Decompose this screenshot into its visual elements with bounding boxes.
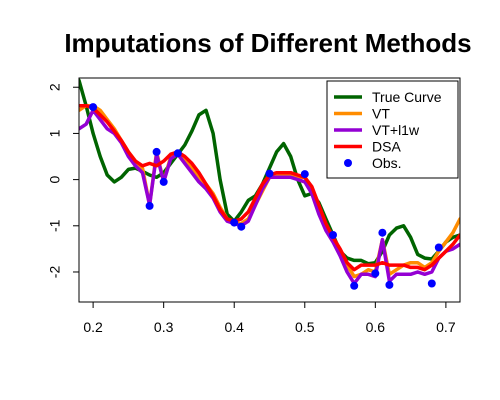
observation-points bbox=[89, 103, 443, 290]
legend-swatch-obs bbox=[344, 159, 352, 167]
legend-label-vt-l1w: VT+l1w bbox=[372, 122, 420, 138]
observation-point bbox=[371, 269, 380, 278]
x-tick-label: 0.6 bbox=[366, 319, 386, 335]
legend-label-dsa: DSA bbox=[372, 139, 401, 155]
observation-point bbox=[265, 169, 274, 178]
y-tick-label: 0 bbox=[47, 176, 63, 184]
legend-label-true-curve: True Curve bbox=[372, 89, 442, 105]
y-tick-label: -1 bbox=[47, 219, 63, 232]
observation-point bbox=[427, 279, 436, 288]
x-tick-label: 0.4 bbox=[224, 319, 244, 335]
x-tick-label: 0.7 bbox=[436, 319, 456, 335]
observation-point bbox=[237, 222, 246, 231]
observation-point bbox=[89, 103, 98, 112]
y-axis: -2 -1 0 1 2 bbox=[47, 83, 80, 279]
legend-label-vt: VT bbox=[372, 106, 390, 122]
x-tick-label: 0.5 bbox=[295, 319, 315, 335]
observation-point bbox=[230, 218, 239, 227]
y-tick-label: 1 bbox=[47, 129, 63, 137]
x-tick-label: 0.3 bbox=[154, 319, 174, 335]
chart-title: Imputations of Different Methods bbox=[64, 28, 471, 58]
observation-point bbox=[173, 149, 182, 158]
y-tick-label: -2 bbox=[47, 266, 63, 279]
observation-point bbox=[300, 170, 309, 179]
x-tick-label: 0.2 bbox=[83, 319, 103, 335]
x-axis: 0.2 0.3 0.4 0.5 0.6 0.7 bbox=[83, 301, 456, 335]
legend-label-obs: Obs. bbox=[372, 155, 402, 171]
observation-point bbox=[152, 147, 161, 156]
observation-point bbox=[145, 201, 154, 210]
observation-point bbox=[350, 281, 359, 290]
y-tick-label: 2 bbox=[47, 83, 63, 91]
observation-point bbox=[159, 177, 168, 186]
observation-point bbox=[434, 243, 443, 252]
observation-point bbox=[329, 231, 337, 239]
observation-point bbox=[385, 280, 394, 289]
observation-point bbox=[378, 228, 387, 237]
